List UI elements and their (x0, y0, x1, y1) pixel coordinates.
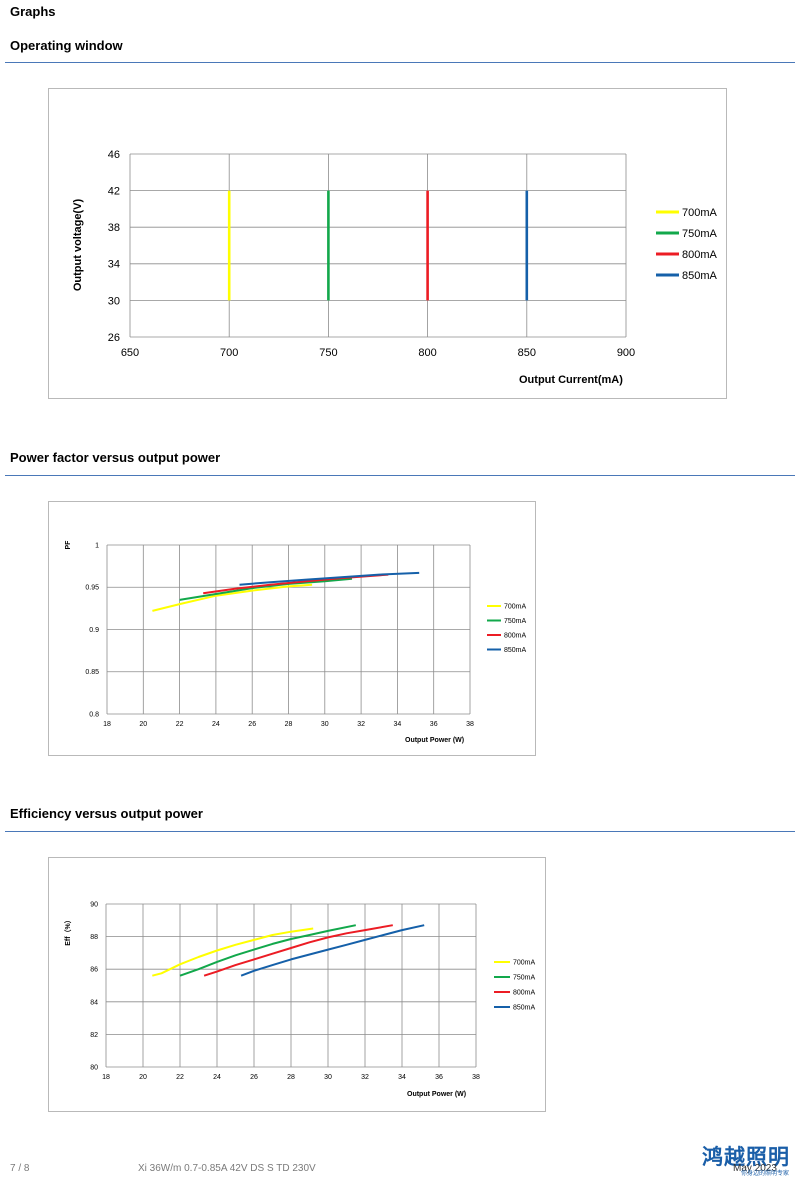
y-tick-label: 80 (90, 1064, 98, 1071)
x-tick-label: 18 (102, 1074, 110, 1081)
legend-label-850mA: 850mA (513, 1004, 536, 1011)
y-axis-label: Eff（%） (64, 916, 72, 946)
divider (5, 831, 795, 832)
chart-frame-pf: 18 20 22 24 26 28 30 32 34 36 38 0.8 0.85 0.9 0.95 1 Out… (48, 501, 536, 756)
pf-chart: 18 20 22 24 26 28 30 32 34 36 38 0.8 0.85 0.9 0.95 1 Out… (65, 540, 527, 744)
series-line-750mA (179, 924, 357, 977)
y-tick-label: 30 (108, 295, 120, 307)
document-title: Xi 36W/m 0.7-0.85A 42V DS S TD 230V (138, 1163, 316, 1174)
chart-frame-operating-window: 650 700 750 800 850 900 26 30 34 38 42 46 Output Cur… (48, 88, 727, 399)
x-tick-label: 700 (220, 347, 238, 359)
divider (5, 62, 795, 63)
x-tick-label: 900 (617, 347, 635, 359)
x-tick-label: 32 (361, 1074, 369, 1081)
series-line-850mA (239, 571, 420, 586)
y-tick-label: 34 (108, 259, 120, 271)
x-tick-label: 36 (435, 1074, 443, 1081)
legend-label-800mA: 800mA (504, 632, 527, 639)
y-tick-label: 84 (90, 999, 98, 1006)
x-tick-label: 34 (398, 1074, 406, 1081)
x-tick-label: 26 (250, 1074, 258, 1081)
series-line-800mA (203, 924, 393, 977)
y-tick-label: 38 (108, 222, 120, 234)
y-tick-label: 0.9 (89, 627, 99, 634)
legend-label-800mA: 800mA (682, 249, 718, 261)
series-line-700mA (152, 927, 314, 977)
x-tick-label: 28 (287, 1074, 295, 1081)
company-logo-slogan: 你身边的照明专家 (741, 1170, 790, 1177)
x-tick-label: 38 (472, 1074, 480, 1081)
eff-chart: 18 20 22 24 26 28 30 32 34 36 38 80 82 84 86 88 90 Output… (64, 901, 536, 1098)
legend-label-700mA: 700mA (513, 959, 536, 966)
heading-pf: Power factor versus output power (10, 450, 221, 465)
y-tick-label: 46 (108, 149, 120, 161)
legend-label-700mA: 700mA (682, 207, 718, 219)
footer-date: May 2023 (733, 1163, 777, 1174)
series-line-750mA (179, 577, 353, 601)
legend-label-800mA: 800mA (513, 989, 536, 996)
x-tick-label: 28 (285, 721, 293, 728)
x-tick-label: 32 (357, 721, 365, 728)
page-number: 7 / 8 (10, 1163, 30, 1174)
series-line-700mA (152, 583, 313, 612)
operating-window-chart: 650 700 750 800 850 900 26 30 34 38 42 46 Output Cur… (72, 149, 718, 386)
x-tick-label: 26 (248, 721, 256, 728)
x-tick-label: 22 (176, 721, 184, 728)
x-axis-label: Output Current(mA) (519, 374, 623, 386)
x-tick-label: 20 (139, 721, 147, 728)
x-tick-label: 800 (418, 347, 436, 359)
x-tick-label: 30 (321, 721, 329, 728)
legend-label-750mA: 750mA (513, 974, 536, 981)
heading-eff: Efficiency versus output power (10, 806, 203, 821)
y-axis-label: PF (65, 540, 72, 550)
y-tick-label: 0.8 (89, 711, 99, 718)
y-tick-label: 82 (90, 1032, 98, 1039)
x-tick-label: 34 (394, 721, 402, 728)
y-axis-label: Output voltage(V) (72, 199, 84, 292)
x-tick-label: 850 (518, 347, 536, 359)
x-tick-label: 650 (121, 347, 139, 359)
x-tick-label: 38 (466, 721, 474, 728)
x-tick-label: 18 (103, 721, 111, 728)
x-tick-label: 20 (139, 1074, 147, 1081)
heading-operating-window: Operating window (10, 38, 123, 53)
divider (5, 475, 795, 476)
x-axis-label: Output Power (W) (407, 1091, 466, 1098)
x-tick-label: 750 (319, 347, 337, 359)
x-tick-label: 24 (212, 721, 220, 728)
y-tick-label: 86 (90, 967, 98, 974)
section-title: Graphs (10, 4, 56, 19)
y-tick-label: 88 (90, 934, 98, 941)
x-tick-label: 30 (324, 1074, 332, 1081)
x-tick-label: 22 (176, 1074, 184, 1081)
series-line-850mA (240, 924, 425, 977)
y-tick-label: 1 (95, 542, 99, 549)
legend-label-850mA: 850mA (682, 270, 718, 282)
x-tick-label: 24 (213, 1074, 221, 1081)
x-tick-label: 36 (430, 721, 438, 728)
legend-label-750mA: 750mA (682, 228, 718, 240)
chart-frame-eff: 18 20 22 24 26 28 30 32 34 36 38 80 82 84 86 88 90 Output… (48, 857, 546, 1112)
company-logo-text: 鸿越照明 (702, 1145, 790, 1169)
y-tick-label: 0.95 (85, 585, 99, 592)
y-tick-label: 90 (90, 901, 98, 908)
x-axis-label: Output Power (W) (405, 737, 464, 744)
y-tick-label: 26 (108, 332, 120, 344)
y-tick-label: 0.85 (85, 669, 99, 676)
legend-label-700mA: 700mA (504, 603, 527, 610)
y-tick-label: 42 (108, 185, 120, 197)
legend-label-750mA: 750mA (504, 618, 527, 625)
legend-label-850mA: 850mA (504, 647, 527, 654)
